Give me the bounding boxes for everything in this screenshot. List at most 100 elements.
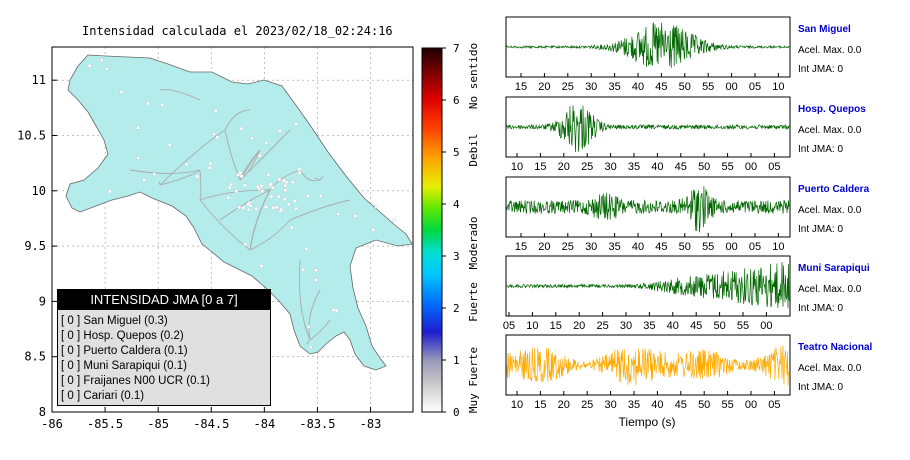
station-dot [237,205,242,210]
trace-tick-label: 40 [651,399,663,411]
colorbar-labels: Muy Fuerte Fuerte Moderado Debil No sentido [467,43,480,413]
trace-tick-label: 10 [511,399,523,411]
station-dot [241,206,245,210]
legend-item-name: Fraijanes N00 UCR (0.1) [83,375,210,387]
road-line [249,219,291,251]
seismogram-panels: 15 20 25 30 35 40 45 50 55 00 05 10 San Miguel Acel. … [503,16,872,411]
colorbar-tick-label: 3 [453,250,460,263]
station-dot [309,345,313,349]
trace-tick-label: 20 [558,161,570,173]
station-dot [239,174,244,179]
map-y-tick-label: 8 [39,405,46,419]
station-dot [146,101,150,106]
station-dot [283,188,287,192]
colorbar-tick-label: 1 [453,354,460,367]
trace-tick-label: 55 [721,161,733,173]
trace-tick-label: 50 [679,81,691,93]
trace-tick-label: 20 [573,320,585,332]
trace-tick-label: 50 [713,320,725,332]
station-dot [275,205,279,209]
legend-item: [ 0 ] Fraijanes N00 UCR (0.1) [61,374,270,389]
trace-tick-label: 30 [585,241,597,253]
station-dot [294,122,298,127]
trace-tick-label: 30 [585,81,597,93]
station-dot [259,184,263,188]
road-line [224,109,251,131]
trace-tick-label: 05 [749,241,761,253]
colorbar-tick-label: 7 [453,42,460,55]
station-dot [279,207,283,212]
intensity-legend: INTENSIDAD JMA [0 a 7] [ 0 ] San Miguel … [57,289,271,406]
station-dot [371,228,376,232]
trace-tick-label: 25 [581,399,593,411]
trace-tick-label: 45 [675,399,687,411]
colorbar-tick-label: 4 [453,198,460,211]
road-line [159,169,201,186]
trace-accel-max: Acel. Max. 0.0 [798,45,862,56]
trace-waveform [506,105,790,153]
trace-tick-label: 20 [558,399,570,411]
map-y-tick-label: 11 [32,73,46,87]
trace-tick-label: 35 [628,161,640,173]
station-dot [293,199,297,203]
map-x-tick-label: -84.5 [193,417,229,431]
trace-tick-label: 00 [725,241,737,253]
trace-int-jma: Int JMA: 0 [798,303,843,314]
station-dot [228,185,232,190]
station-dot [119,90,123,94]
trace-waveform [506,261,790,309]
trace-tick-label: 45 [655,81,667,93]
station-dot [136,156,140,160]
trace-tick-label: 55 [702,81,714,93]
trace-tick-label: 15 [515,81,527,93]
station-dot [243,242,247,246]
trace-station-name: San Miguel [798,24,851,35]
trace-tick-label: 25 [596,320,608,332]
station-dot [168,143,172,147]
station-dot [254,207,259,211]
station-dot [260,189,265,193]
legend-item-jma: [ 0 ] [61,360,81,372]
trace-tick-label: 05 [768,399,780,411]
legend-item: [ 0 ] San Miguel (0.3) [61,314,270,329]
trace-station-name: Puerto Caldera [798,184,870,195]
station-dot [319,193,323,198]
station-dot [282,178,286,183]
trace-waveform [506,186,790,233]
trace-tick-label: 40 [651,161,663,173]
map-y-tick-label: 8.5 [24,350,46,364]
legend-item-jma: [ 0 ] [61,390,81,402]
map-y-axis: 11 10.5 10 9.5 9 8.5 8 [17,73,57,419]
road-line [308,289,321,341]
road-line [314,177,321,181]
trace-tick-label: 25 [562,81,574,93]
station-dot [307,325,311,329]
trace-int-jma: Int JMA: 0 [798,64,843,75]
station-dot [291,180,295,184]
colorbar-tick-label: 0 [453,406,460,419]
map-x-tick-label: -86 [41,417,63,431]
station-dot [256,184,260,189]
station-dot [234,189,238,193]
intensity-colorbar: 7 6 5 4 3 2 1 0 Muy Fuerte Fuerte Moderado Debil No… [421,42,480,419]
station-dot [283,197,287,202]
station-dot [239,126,243,131]
station-dot [152,172,156,176]
trace-int-jma: Int JMA: 0 [798,382,843,393]
station-dot [226,196,231,200]
trace-tick-label: 30 [604,161,616,173]
station-dot [184,162,189,167]
legend-item-jma: [ 0 ] [61,315,81,327]
station-dot [215,135,220,140]
map-x-axis: -86 -85.5 -85 -84.5 -84 -83.5 -83 [41,407,381,431]
station-dot [331,308,336,312]
colorbar-label: Debil [467,133,480,166]
station-dot [229,182,233,187]
map-x-tick-label: -84 [254,417,276,431]
station-dot [289,225,294,230]
road-line [199,169,202,201]
legend-item-name: Puerto Caldera (0.1) [83,345,188,357]
station-dot [259,264,264,268]
trace-tick-label: 20 [538,81,550,93]
trace-panel: 05 10 15 20 25 30 35 40 45 50 55 00 Muni Sarapiqui Ac… [503,255,870,332]
